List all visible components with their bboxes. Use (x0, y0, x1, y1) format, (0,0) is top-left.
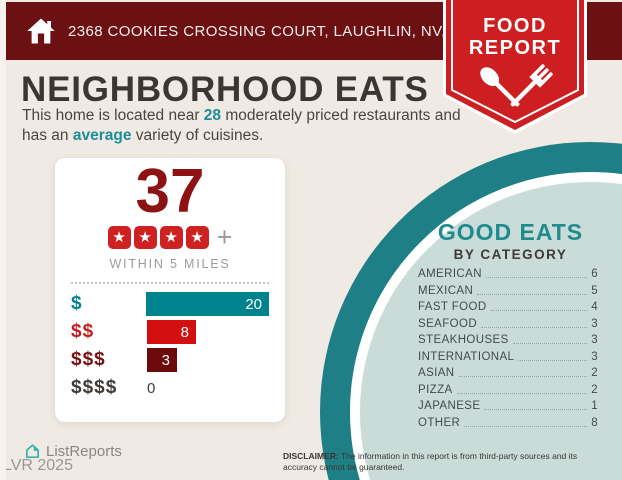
spoon-fork-icon (480, 64, 553, 107)
star-icon: ★ (133, 226, 157, 249)
disclaimer: DISCLAIMER: The information in this repo… (283, 451, 613, 473)
category-name: INTERNATIONAL (418, 350, 515, 363)
category-count: 3 (591, 334, 598, 346)
category-row: PIZZA 2 (418, 384, 598, 396)
dotted-divider (71, 282, 269, 284)
price-tier-label: $$$ (71, 349, 106, 370)
total-restaurants: 37 (135, 157, 205, 226)
badge-title-line1: FOOD (483, 15, 547, 37)
price-tier-bar: 20 (146, 292, 269, 316)
category-name: AMERICAN (418, 268, 482, 280)
summary-text: variety of cuisines. (131, 127, 264, 144)
price-tier-row: $$ 8 (71, 320, 269, 344)
good-eats-subtitle: BY CATEGORY (453, 247, 568, 262)
food-report-badge: FOOD REPORT (443, 0, 587, 134)
category-row: OTHER 8 (418, 417, 598, 429)
disclaimer-label: DISCLAIMER: (283, 450, 339, 461)
star-icon: ★ (185, 226, 209, 249)
page-title: NEIGHBORHOOD EATS (21, 70, 429, 109)
category-count: 2 (591, 383, 598, 396)
restaurant-count: 28 (203, 107, 222, 124)
category-row: SEAFOOD 3 (418, 318, 598, 330)
dot-leader (518, 359, 588, 361)
summary-text: moderately priced restaurants and has an (22, 107, 461, 144)
listreports-brand: ListReports (24, 443, 122, 460)
category-row: FAST FOOD 4 (418, 301, 598, 313)
ribbon-body (446, 0, 584, 130)
category-count: 3 (591, 317, 598, 330)
variety-highlight: average (72, 127, 132, 144)
dot-leader (458, 376, 588, 377)
price-tier-bar: 0 (147, 379, 156, 397)
listreports-brand-name: ListReports (46, 443, 122, 460)
category-name: SEAFOOD (418, 317, 478, 330)
price-tier-chart: $ 20 $$ 8 $$$ 3 $$$$ 0 (55, 284, 285, 400)
plus-icon: + (216, 222, 233, 252)
star-icon: ★ (159, 226, 183, 249)
category-name: JAPANESE (418, 400, 481, 412)
category-count: 3 (591, 350, 598, 363)
dot-leader (456, 392, 588, 394)
house-icon (27, 18, 55, 44)
star-rating: ★ ★ ★ ★ + (55, 222, 285, 252)
left-edge-margin (0, 0, 6, 480)
category-count: 5 (591, 284, 598, 297)
category-row: STEAKHOUSES 3 (418, 334, 598, 346)
price-tier-row: $$$$ 0 (71, 376, 269, 400)
listreports-logo-icon (25, 444, 40, 459)
dot-leader (512, 343, 588, 344)
category-list: AMERICAN 6 MEXICAN 5 FAST FOOD 4 SEAFOOD 3 S… (418, 268, 598, 433)
summary-text: This home is located near (22, 107, 204, 124)
badge-title-line2: REPORT (469, 37, 561, 59)
price-tier-label: $$$$ (71, 377, 118, 398)
radius-caption: WITHIN 5 MILES (109, 257, 231, 271)
disclaimer-text: The information in this report is from t… (283, 450, 578, 472)
dot-leader (481, 326, 588, 328)
category-count: 6 (591, 268, 598, 280)
price-tier-bar: 8 (147, 320, 196, 344)
category-row: ASIAN 2 (418, 367, 598, 379)
category-row: MEXICAN 5 (418, 285, 598, 297)
price-tier-bar: 3 (147, 348, 177, 372)
category-row: INTERNATIONAL 3 (418, 351, 598, 363)
category-name: ASIAN (418, 367, 455, 379)
summary-sentence: This home is located near 28 moderately … (22, 106, 462, 146)
category-count: 8 (591, 416, 598, 429)
category-row: AMERICAN 6 (418, 268, 598, 280)
lvr-watermark: LVR 2025 (3, 457, 73, 474)
category-row: JAPANESE 1 (418, 400, 598, 412)
dot-leader (464, 425, 588, 427)
good-eats-title: GOOD EATS (437, 219, 584, 245)
category-name: FAST FOOD (418, 301, 487, 313)
category-name: MEXICAN (418, 284, 474, 297)
price-tier-label: $$ (71, 321, 95, 342)
dot-leader (490, 310, 588, 311)
bar-track: 20 (146, 292, 269, 316)
price-tier-label: $ (71, 293, 83, 314)
ribbon-pinstripe (451, 0, 579, 124)
bar-track: 3 (147, 348, 269, 372)
dot-leader (484, 409, 588, 410)
bar-track: 0 (147, 376, 269, 400)
category-name: STEAKHOUSES (418, 334, 509, 346)
price-tier-row: $$$ 3 (71, 348, 269, 372)
restaurant-summary-card: 37 ★ ★ ★ ★ + WITHIN 5 MILES $ 20 $$ 8 $$… (55, 158, 285, 422)
category-count: 4 (591, 301, 598, 313)
dot-leader (485, 277, 588, 278)
good-eats-header: GOOD EATS BY CATEGORY (413, 219, 608, 262)
category-count: 2 (591, 367, 598, 379)
star-icon: ★ (107, 226, 131, 249)
price-tier-row: $ 20 (71, 292, 269, 316)
dot-leader (477, 293, 588, 295)
category-count: 1 (591, 400, 598, 412)
bar-track: 8 (147, 320, 269, 344)
category-name: OTHER (418, 416, 461, 429)
property-address: 2368 COOKIES CROSSING COURT, LAUGHLIN, N… (68, 22, 495, 40)
category-name: PIZZA (418, 383, 453, 396)
